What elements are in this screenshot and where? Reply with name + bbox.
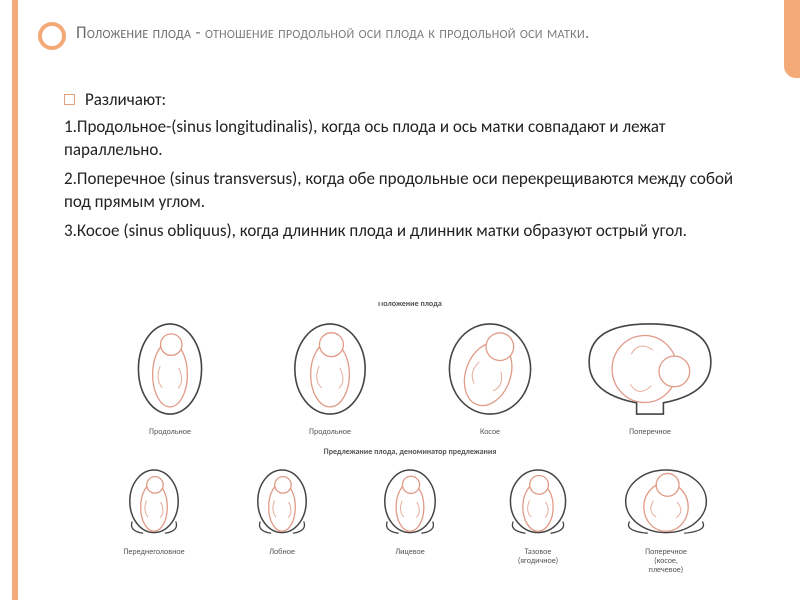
svg-text:Продольное: Продольное <box>309 427 351 437</box>
svg-text:Продольное: Продольное <box>149 427 191 437</box>
slide-body: Различают: 1.Продольное-(sinus longitudi… <box>64 88 760 249</box>
slide-title: Положение плода - отношение продольной о… <box>76 22 760 45</box>
title-rest: - отношение продольной оси плода к продо… <box>191 22 589 43</box>
right-accent-tab <box>784 0 800 78</box>
svg-text:Переднеголовное: Переднеголовное <box>123 547 184 557</box>
diagrams-region: Положение плода Продольное Продольное Косое… <box>60 302 760 582</box>
square-bullet-icon <box>64 94 75 105</box>
title-bullet-ring <box>38 22 66 50</box>
svg-text:Косое: Косое <box>480 427 500 437</box>
item-1: 1.Продольное-(sinus longitudinalis), ког… <box>64 116 760 162</box>
svg-text:плечевое): плечевое) <box>649 565 683 575</box>
svg-text:Лицевое: Лицевое <box>395 547 425 557</box>
title-row: Положение плода - отношение продольной о… <box>38 22 760 50</box>
intro-label: Различают: <box>85 89 166 112</box>
item-2: 2.Поперечное (sinus transversus), когда … <box>64 168 760 214</box>
item-3: 3.Косое (sinus obliquus), когда длинник … <box>64 220 760 243</box>
intro-line: Различают: <box>64 88 760 112</box>
slide: Положение плода - отношение продольной о… <box>0 0 800 600</box>
svg-text:(ягодичное): (ягодичное) <box>518 556 558 566</box>
svg-text:Положение плода: Положение плода <box>378 302 442 309</box>
svg-text:Поперечное: Поперечное <box>629 427 671 437</box>
left-accent-bar <box>12 0 18 600</box>
svg-text:Предлежание плода, деноминатор: Предлежание плода, деноминатор предлежан… <box>324 447 497 457</box>
title-lead: Положение плода <box>76 22 191 43</box>
fetal-diagrams-svg: Положение плода Продольное Продольное Косое… <box>60 302 760 582</box>
svg-text:Лобное: Лобное <box>269 547 295 557</box>
